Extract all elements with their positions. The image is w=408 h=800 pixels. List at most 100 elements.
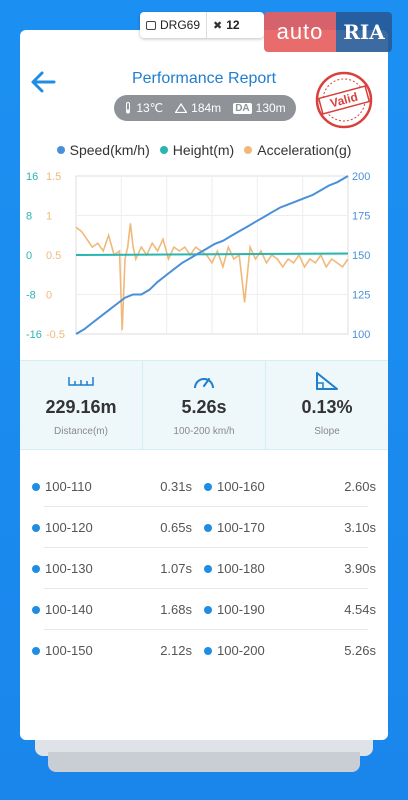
split-range: 100-200 <box>217 643 265 658</box>
split-item: 100-120 0.65s <box>32 507 204 548</box>
split-time: 4.54s <box>344 602 376 617</box>
split-times-list: 100-110 0.31s 100-160 2.60s 100-120 0.65s 100-… <box>32 466 376 671</box>
legend-acceleration[interactable]: Acceleration(g) <box>244 142 351 158</box>
density-altitude-value: 130m <box>255 101 286 115</box>
split-row: 100-130 1.07s 100-180 3.90s <box>32 548 376 589</box>
legend-dot-height <box>159 146 168 154</box>
legend-speed[interactable]: Speed(km/h) <box>56 142 150 158</box>
split-range: 100-150 <box>45 643 93 658</box>
split-range: 100-130 <box>45 561 93 576</box>
split-time: 1.68s <box>160 602 192 617</box>
temperature-item: 13℃ <box>124 101 163 115</box>
tick-label-right: 200 <box>352 171 370 183</box>
back-arrow-icon[interactable] <box>28 70 58 94</box>
tick-label-left-teal: 8 <box>26 211 32 223</box>
altitude-value: 184m <box>191 101 222 115</box>
stat-distance: 229.16m Distance(m) <box>20 361 142 449</box>
da-badge: DA <box>233 102 252 114</box>
stat-distance-value: 229.16m <box>45 397 117 417</box>
conditions-bar: 13℃ 184m DA 130m <box>114 95 296 121</box>
tick-label-right: 175 <box>352 211 370 223</box>
split-row: 100-110 0.31s 100-160 2.60s <box>32 466 376 507</box>
stat-time-label: 100-200 km/h <box>173 426 235 437</box>
performance-chart: 16 8 0 -8 -16 1.5 1 0.5 0 -0.5 200 175 150 125 100 <box>26 171 370 341</box>
split-time: 0.65s <box>160 520 192 535</box>
legend-height-label: Height(m) <box>172 142 235 158</box>
split-time: 3.90s <box>344 561 376 576</box>
tick-label-left-orange: 0.5 <box>46 250 61 262</box>
split-item: 100-160 2.60s <box>204 466 376 507</box>
split-range: 100-170 <box>217 520 265 535</box>
slope-icon <box>316 372 338 390</box>
tick-label-left-orange: 1 <box>46 211 52 223</box>
split-time: 3.10s <box>344 520 376 535</box>
split-row: 100-140 1.68s 100-190 4.54s <box>32 589 376 630</box>
split-item: 100-110 0.31s <box>32 466 204 507</box>
split-dot <box>204 482 212 491</box>
legend-dot-speed <box>56 146 65 154</box>
tick-label-right: 125 <box>352 290 370 302</box>
split-dot <box>32 605 40 614</box>
card-shadow-layer-2 <box>48 752 360 772</box>
tick-label-left-teal: -8 <box>26 290 36 302</box>
height-series-line <box>75 252 349 256</box>
split-dot <box>32 482 40 491</box>
legend-speed-label: Speed(km/h) <box>69 142 150 158</box>
split-dot <box>204 523 212 532</box>
split-range: 100-120 <box>45 520 93 535</box>
split-item: 100-170 3.10s <box>204 507 376 548</box>
watermark-logo: auto RIA <box>264 12 396 54</box>
valid-stamp: Valid <box>315 71 373 129</box>
split-time: 2.60s <box>344 479 376 494</box>
device-status-bar: DRG69 ✖ 12 <box>140 12 264 38</box>
split-item: 100-190 4.54s <box>204 589 376 630</box>
split-range: 100-110 <box>45 479 92 494</box>
device-icon <box>146 20 156 30</box>
stat-slope-label: Slope <box>314 426 340 437</box>
split-dot <box>32 523 40 532</box>
speed-series-line <box>75 175 349 335</box>
tick-label-left-orange: 1.5 <box>46 171 61 183</box>
satellite-pill: ✖ 12 <box>206 12 246 38</box>
chart-legend: Speed(km/h) Height(m) Acceleration(g) <box>20 142 388 158</box>
split-range: 100-190 <box>217 602 265 617</box>
split-range: 100-180 <box>217 561 265 576</box>
split-range: 100-140 <box>45 602 93 617</box>
split-row: 100-150 2.12s 100-200 5.26s <box>32 630 376 671</box>
watermark-auto: auto <box>264 12 336 52</box>
chart-lines <box>75 175 349 335</box>
split-dot <box>204 564 212 573</box>
split-time: 1.07s <box>160 561 192 576</box>
split-item: 100-140 1.68s <box>32 589 204 630</box>
tick-label-left-orange: -0.5 <box>46 329 65 341</box>
split-time: 2.12s <box>160 643 192 658</box>
split-item: 100-150 2.12s <box>32 630 204 671</box>
split-dot <box>204 646 212 655</box>
legend-acceleration-label: Acceleration(g) <box>257 142 352 158</box>
legend-height[interactable]: Height(m) <box>159 142 235 158</box>
mountain-icon <box>175 103 188 113</box>
card-shadow-layer <box>35 736 373 756</box>
split-row: 100-120 0.65s 100-170 3.10s <box>32 507 376 548</box>
stat-distance-label: Distance(m) <box>54 426 108 437</box>
chart-ticks: 16 8 0 -8 -16 1.5 1 0.5 0 -0.5 200 175 150 125 100 <box>26 171 370 341</box>
temperature-value: 13℃ <box>136 101 164 115</box>
split-range: 100-160 <box>217 479 265 494</box>
split-time: 5.26s <box>344 643 376 658</box>
tick-label-right: 100 <box>352 329 370 341</box>
stat-time: 5.26s 100-200 km/h <box>142 361 265 449</box>
acceleration-series-line <box>75 223 349 331</box>
split-item: 100-200 5.26s <box>204 630 376 671</box>
page-title: Performance Report <box>131 70 277 87</box>
split-dot <box>204 605 212 614</box>
satellite-icon: ✖ <box>213 19 223 32</box>
satellite-count: 12 <box>226 18 240 32</box>
split-item: 100-180 3.90s <box>204 548 376 589</box>
device-name: DRG69 <box>160 18 201 32</box>
density-altitude-item: DA 130m <box>233 101 286 115</box>
tick-label-left-orange: 0 <box>46 290 52 302</box>
split-dot <box>32 646 40 655</box>
legend-dot-acceleration <box>244 146 253 154</box>
tick-label-left-teal: 16 <box>26 171 38 183</box>
stat-slope: 0.13% Slope <box>265 361 388 449</box>
